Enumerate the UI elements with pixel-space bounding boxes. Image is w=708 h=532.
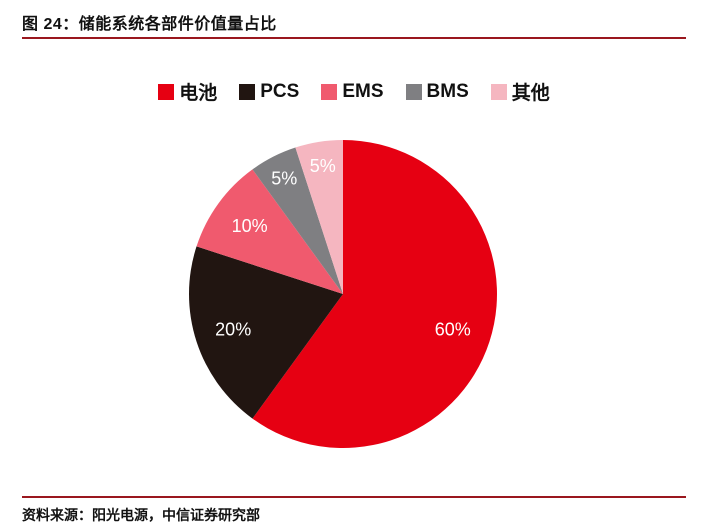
legend-swatch — [321, 83, 338, 100]
legend-item: EMS — [321, 80, 384, 103]
pie-slice-1 — [252, 140, 497, 448]
figure-title: 图 24：储能系统各部件价值量占比 — [22, 16, 277, 33]
legend-item: PCS — [239, 81, 299, 103]
pie-slice-data-label: 5% — [271, 169, 297, 189]
pie-slice-data-label: 20% — [215, 320, 251, 340]
legend-item: BMS — [405, 80, 469, 103]
legend-label: BMS — [426, 80, 469, 102]
legend-swatch — [158, 83, 175, 100]
legend-swatch — [490, 83, 507, 100]
legend-swatch — [405, 83, 422, 100]
pie-slice-data-label: 60% — [435, 320, 471, 340]
pie-slice-3 — [196, 169, 343, 294]
pie-slice-4 — [252, 147, 343, 294]
legend-label: 电池 — [179, 83, 218, 104]
pie-slice-data-label: 5% — [310, 156, 336, 176]
legend-item: 其他 — [490, 78, 550, 105]
legend-swatch — [239, 83, 256, 100]
chart-legend: 电池 PCS EMS BMS 其他 — [0, 78, 708, 105]
pie-slice-2 — [189, 246, 343, 419]
legend-label: EMS — [342, 80, 384, 102]
legend-label: PCS — [260, 80, 300, 102]
source-divider-line — [22, 496, 686, 498]
pie-chart: 60% 20% 10% 5% 5% — [189, 140, 497, 448]
figure-source: 资料来源：阳光电源，中信证券研究部 — [22, 507, 260, 523]
legend-item: 电池 — [158, 78, 217, 105]
legend-label: 其他 — [511, 83, 550, 104]
pie-slice-5 — [295, 140, 343, 294]
title-divider-line — [22, 37, 686, 39]
pie-slice-data-label: 10% — [232, 216, 268, 236]
